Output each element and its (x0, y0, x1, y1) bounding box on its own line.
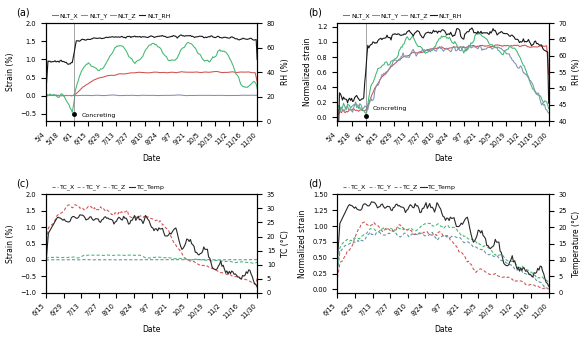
Legend: TC_X, TC_Y, TC_Z, TC_Temp: TC_X, TC_Y, TC_Z, TC_Temp (49, 182, 167, 193)
Y-axis label: Temperature (°C): Temperature (°C) (572, 210, 582, 276)
Text: (c): (c) (16, 178, 29, 189)
Y-axis label: TC (°C): TC (°C) (281, 230, 290, 257)
Legend: TC_X, TC_Y, TC_Z, TC_Temp: TC_X, TC_Y, TC_Z, TC_Temp (340, 182, 459, 193)
Text: (a): (a) (16, 7, 30, 17)
X-axis label: Date: Date (143, 325, 161, 335)
Text: (b): (b) (308, 7, 322, 17)
X-axis label: Date: Date (434, 154, 452, 163)
Y-axis label: RH (%): RH (%) (281, 59, 290, 85)
Y-axis label: Strain (%): Strain (%) (5, 224, 15, 263)
X-axis label: Date: Date (143, 154, 161, 163)
Y-axis label: Normalized strain: Normalized strain (298, 209, 307, 278)
Y-axis label: Normalized strain: Normalized strain (302, 38, 312, 106)
Y-axis label: Strain (%): Strain (%) (5, 53, 15, 91)
Text: (d): (d) (308, 178, 322, 189)
Text: Concreting: Concreting (373, 106, 407, 111)
Text: Concreting: Concreting (82, 113, 116, 118)
Legend: NLT_X, NLT_Y, NLT_Z, NLT_RH: NLT_X, NLT_Y, NLT_Z, NLT_RH (49, 11, 173, 21)
Legend: NLT_X, NLT_Y, NLT_Z, NLT_RH: NLT_X, NLT_Y, NLT_Z, NLT_RH (340, 11, 464, 21)
X-axis label: Date: Date (434, 325, 452, 335)
Y-axis label: RH (%): RH (%) (572, 59, 582, 85)
